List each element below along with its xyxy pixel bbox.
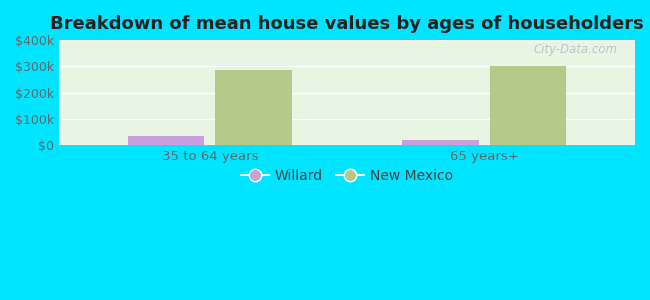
Text: City-Data.com: City-Data.com	[534, 43, 618, 56]
Bar	[489, 66, 566, 145]
Bar	[127, 136, 204, 145]
Bar	[402, 140, 478, 145]
Title: Breakdown of mean house values by ages of householders: Breakdown of mean house values by ages o…	[50, 15, 644, 33]
Legend: Willard, New Mexico: Willard, New Mexico	[235, 164, 458, 188]
Bar	[215, 70, 292, 145]
